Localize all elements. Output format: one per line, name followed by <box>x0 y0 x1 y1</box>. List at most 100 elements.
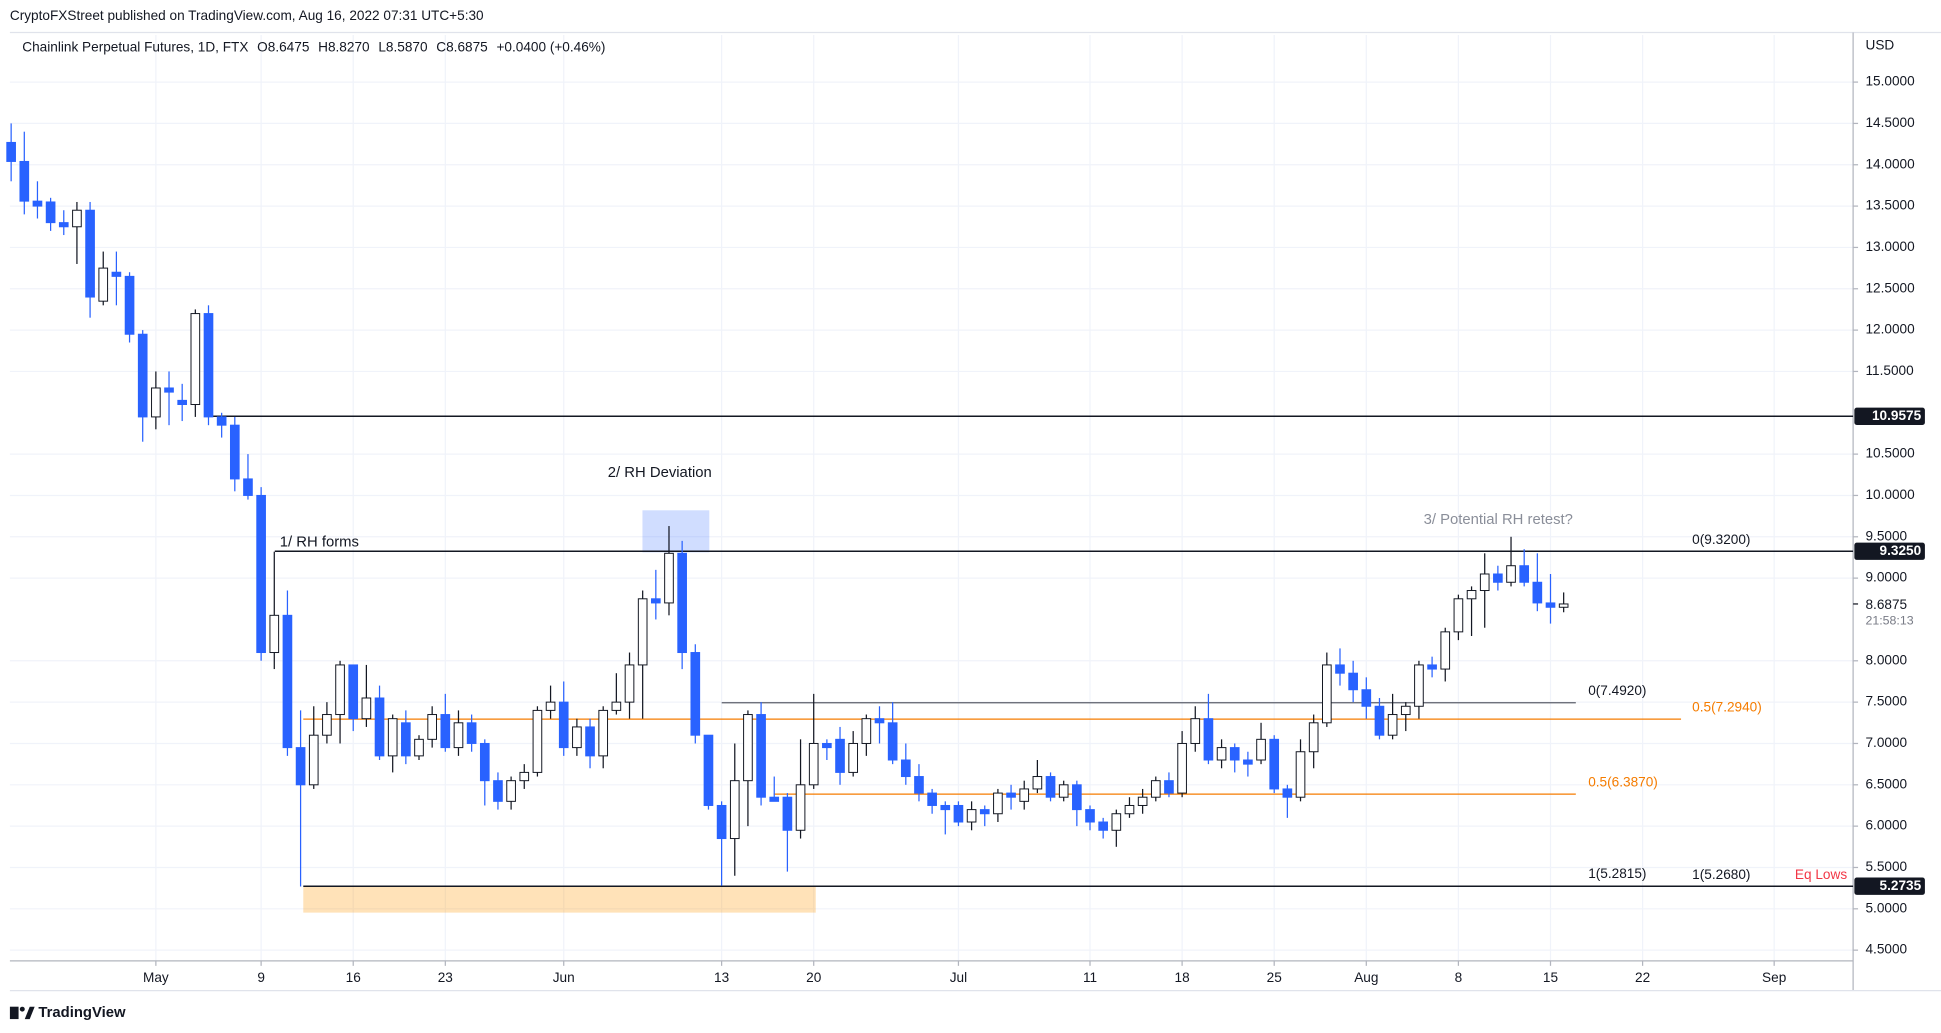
annotation: 2/ RH Deviation <box>608 465 712 481</box>
candle-body <box>466 722 477 744</box>
candle-body <box>6 141 16 162</box>
candle-body <box>979 809 990 815</box>
candle-body <box>1400 705 1411 716</box>
candle-body <box>572 726 582 749</box>
candle-body <box>203 313 214 418</box>
annotation: Eq Lows <box>1795 867 1847 882</box>
candle-body <box>1164 780 1174 794</box>
candle-body <box>58 222 69 228</box>
candle-body <box>177 399 188 406</box>
x-tick-label: Jul <box>950 970 967 985</box>
candle-body <box>1072 784 1082 811</box>
candle-body <box>1150 780 1161 798</box>
y-tick-label: 7.0000 <box>1865 735 1907 750</box>
level-box <box>1854 877 1925 895</box>
y-tick-label: 7.5000 <box>1865 694 1907 709</box>
x-tick-label: 16 <box>346 970 361 985</box>
x-tick-label: 8 <box>1455 970 1463 985</box>
candle-body <box>1085 809 1095 823</box>
candle-body <box>966 809 977 823</box>
candle-body <box>940 804 951 811</box>
candle-body <box>611 701 622 711</box>
y-tick-label: 6.0000 <box>1865 818 1907 833</box>
footer-brand: TradingView <box>38 1005 126 1021</box>
annotation: 3/ Potential RH retest? <box>1424 512 1573 528</box>
y-tick-label: 10.5000 <box>1865 446 1915 461</box>
candle-body <box>900 759 911 778</box>
fib-label: 0(9.3200) <box>1692 532 1750 547</box>
candle-body <box>598 709 609 757</box>
candle-body <box>243 478 253 496</box>
y-tick-label: 12.0000 <box>1865 322 1915 337</box>
y-tick-label: 14.0000 <box>1865 156 1915 171</box>
candle-body <box>716 804 727 840</box>
fib-label: 0.5(7.2940) <box>1692 700 1762 715</box>
candle-body <box>1216 747 1227 761</box>
candle-body <box>585 726 595 757</box>
x-tick-label: 25 <box>1267 970 1282 985</box>
candle-body <box>32 200 43 207</box>
candle-body <box>1137 796 1148 806</box>
candle-body <box>1545 602 1556 608</box>
last-price-label: 8.6875 <box>1865 597 1907 612</box>
candle-body <box>19 160 30 202</box>
x-tick-label: 20 <box>806 970 822 985</box>
candle-body <box>1269 738 1280 790</box>
candle-body <box>401 722 411 757</box>
candle-body <box>1282 788 1293 798</box>
candle-body <box>1374 705 1385 736</box>
y-tick-label: 15.0000 <box>1865 74 1915 89</box>
currency: USD <box>1865 38 1894 53</box>
candle-body <box>914 776 924 794</box>
candle-body <box>1453 598 1464 633</box>
header-line: Chainlink Perpetual Futures, 1D, FTX O8.… <box>22 39 605 54</box>
candle-body <box>795 784 806 831</box>
candle-body <box>887 722 898 761</box>
candle-body <box>927 792 937 806</box>
candle-body <box>229 424 240 480</box>
change-label: +0.0400 (+0.46%) <box>496 39 605 54</box>
logo-part <box>19 1006 25 1012</box>
candle-body <box>1177 742 1187 794</box>
candle-body <box>387 718 398 757</box>
candle-body <box>1019 788 1030 802</box>
candle-body <box>1466 590 1477 600</box>
lows-zone <box>303 886 816 913</box>
candle-body <box>151 387 161 418</box>
y-tick-label: 14.5000 <box>1865 115 1915 130</box>
chart-title: Chainlink Perpetual Futures, 1D, FTX <box>22 39 248 54</box>
deviation-zone <box>642 510 710 553</box>
candle-body <box>690 652 701 736</box>
candle-body <box>1098 821 1108 831</box>
candle-body <box>427 714 437 740</box>
y-tick-label: 4.5000 <box>1865 942 1907 957</box>
open-label: O8.6475 <box>257 39 309 54</box>
candle-body <box>1295 751 1306 798</box>
candle-body <box>414 738 424 757</box>
candle-body <box>98 267 109 302</box>
candle-body <box>1532 581 1543 604</box>
logo-part <box>9 1006 19 1020</box>
x-tick-label: 13 <box>714 970 729 985</box>
candle-body <box>1229 747 1240 761</box>
candle-body <box>506 780 516 802</box>
candle-body <box>651 598 661 604</box>
candle-body <box>1558 603 1569 608</box>
candle-body <box>1519 565 1530 583</box>
candle-body <box>848 742 859 773</box>
candle-body <box>1243 759 1253 765</box>
candle-body <box>1387 714 1398 736</box>
candle-body <box>874 718 885 724</box>
candle-body <box>85 209 95 298</box>
candle-body <box>1203 718 1214 761</box>
x-tick-label: May <box>143 970 169 985</box>
candle-body <box>624 664 635 703</box>
y-tick-label: 12.5000 <box>1865 280 1915 295</box>
candle-body <box>1058 784 1069 798</box>
candle-body <box>1440 631 1451 670</box>
candle-body <box>493 780 503 802</box>
candle-body <box>453 722 464 749</box>
high-label: H8.8270 <box>318 39 370 54</box>
